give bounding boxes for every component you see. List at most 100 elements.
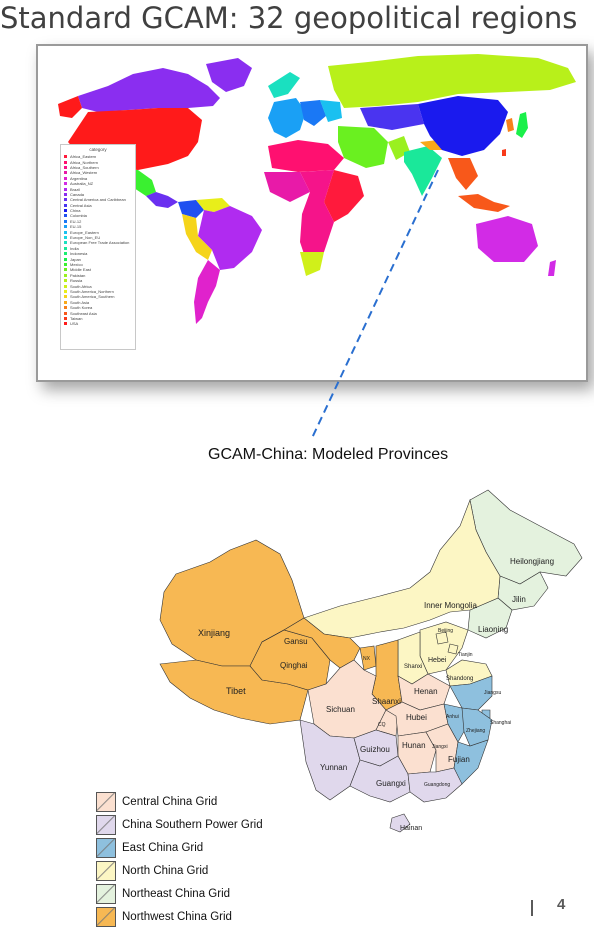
label-gansu: Gansu — [284, 637, 308, 646]
grid-legend-label: Central China Grid — [122, 795, 218, 808]
world-legend-label: Taiwan — [70, 315, 83, 321]
world-legend-item: Southeast Asia — [61, 310, 135, 316]
world-legend-swatch — [64, 241, 67, 245]
region-central-asia — [360, 104, 424, 130]
label-heilongjiang: Heilongjiang — [510, 557, 554, 566]
world-legend-swatch — [64, 279, 67, 283]
world-legend-label: China — [70, 208, 81, 214]
world-legend: category Africa_Eastern Africa_Northern Af… — [60, 144, 136, 350]
world-legend-item: Africa_Eastern — [61, 154, 135, 159]
label-nx: NX — [363, 656, 371, 662]
region-indonesia-islands — [458, 194, 510, 212]
world-legend-item: Africa_Western — [61, 170, 135, 175]
world-legend-label: EU-15 — [70, 224, 82, 230]
world-legend-label: Africa_Southern — [70, 164, 99, 170]
region-greenland — [206, 58, 252, 92]
world-legend-label: South Africa — [70, 283, 92, 289]
world-legend-item: Argentina — [61, 176, 135, 181]
label-guangdong: Guangdong — [424, 782, 450, 788]
world-legend-label: Africa_Western — [70, 170, 98, 176]
label-jiangxi: Jiangxi — [432, 744, 448, 750]
grid-legend-item: China Southern Power Grid — [96, 813, 306, 836]
region-brazil — [198, 206, 262, 270]
label-zhejiang: Zhejiang — [466, 728, 485, 734]
label-shaanxi: Shaanxi — [372, 697, 401, 706]
china-subtitle: GCAM-China: Modeled Provinces — [208, 446, 449, 463]
grid-legend-swatch — [96, 814, 116, 835]
province-anhui — [443, 703, 467, 743]
world-legend-swatch — [64, 306, 67, 310]
world-legend-swatch — [64, 176, 67, 180]
world-legend-swatch — [64, 160, 67, 164]
world-legend-item: Europe_Eastern — [61, 229, 135, 235]
label-shandong: Shandong — [446, 676, 473, 682]
label-guangxi: Guangxi — [376, 779, 406, 788]
label-hubei: Hubei — [406, 713, 427, 722]
label-shanxi: Shanxi — [404, 664, 422, 670]
world-legend-label: Central America and Caribbean — [70, 197, 126, 203]
world-legend-swatch — [64, 300, 67, 304]
label-tibet: Tibet — [226, 686, 246, 696]
world-legend-swatch — [64, 165, 67, 169]
world-legend-label: Central Asia — [70, 202, 92, 208]
world-legend-swatch — [64, 236, 67, 240]
region-efta — [268, 72, 300, 98]
label-cq: CQ — [378, 722, 386, 728]
world-legend-label: Australia_NZ — [70, 181, 94, 187]
world-legend-swatch — [64, 316, 67, 320]
world-legend-item: Russia — [61, 278, 135, 283]
region-south-america-southern — [182, 214, 212, 260]
world-legend-label: Russia — [70, 278, 83, 284]
world-legend-item: Middle East — [61, 267, 135, 272]
grid-legend-swatch — [96, 906, 116, 927]
world-legend-item: Africa_Northern — [61, 159, 135, 165]
label-xinjiang: Xinjiang — [198, 628, 230, 638]
world-legend-item: Central America and Caribbean — [61, 197, 135, 202]
grid-legend-item: Northeast China Grid — [96, 882, 306, 905]
province-tibet — [159, 659, 309, 725]
world-legend-item: India — [61, 246, 135, 251]
world-map-panel: category Africa_Eastern Africa_Northern Af… — [36, 44, 588, 382]
world-legend-label: European Free Trade Association — [70, 240, 130, 246]
province-hainan — [389, 813, 411, 833]
world-legend-item: European Free Trade Association — [61, 240, 135, 245]
world-legend-label: Europe_Non_EU — [70, 235, 101, 241]
world-legend-swatch — [64, 230, 67, 234]
province-beijing — [435, 631, 449, 645]
label-yunnan: Yunnan — [320, 763, 347, 772]
region-eu-12 — [300, 100, 326, 126]
world-legend-item: South Korea — [61, 305, 135, 310]
region-south-america-northern — [196, 198, 230, 212]
world-legend-swatch — [64, 203, 67, 207]
world-legend-swatch — [64, 209, 67, 213]
world-legend-title: category — [89, 147, 107, 152]
region-australia-nz — [476, 216, 538, 262]
region-russia — [328, 54, 576, 108]
label-beijing: Beijing — [438, 628, 453, 634]
world-legend-item: South America_Northern — [61, 289, 135, 294]
world-legend-swatch — [64, 171, 67, 175]
world-legend-label: Colombia — [70, 213, 87, 219]
label-qinghai: Qinghai — [280, 661, 308, 670]
world-legend-item: EU-12 — [61, 219, 135, 224]
grid-legend-label: North China Grid — [122, 864, 209, 877]
world-legend-label: South Korea — [70, 305, 93, 311]
label-guizhou: Guizhou — [360, 745, 390, 754]
world-legend-label: USA — [70, 321, 79, 327]
region-colombia — [178, 200, 204, 218]
grid-legend-label: China Southern Power Grid — [122, 818, 263, 831]
grid-legend-label: Northwest China Grid — [122, 910, 232, 923]
page-number-divider — [531, 900, 533, 916]
label-henan: Henan — [414, 687, 438, 696]
grid-legend-label: Northeast China Grid — [122, 887, 231, 900]
province-tianjin — [447, 643, 459, 655]
world-legend-item: South Asia — [61, 300, 135, 305]
world-legend-label: Africa_Eastern — [70, 154, 97, 160]
world-legend-item: China — [61, 208, 135, 213]
world-legend-swatch — [64, 263, 67, 266]
label-inner-mongolia: Inner Mongolia — [424, 601, 477, 610]
world-legend-swatch — [64, 198, 67, 202]
label-jilin: Jilin — [512, 595, 526, 604]
world-legend-items: Africa_Eastern Africa_Northern Africa_Sout… — [61, 154, 135, 327]
world-legend-label: Pakistan — [70, 272, 86, 278]
